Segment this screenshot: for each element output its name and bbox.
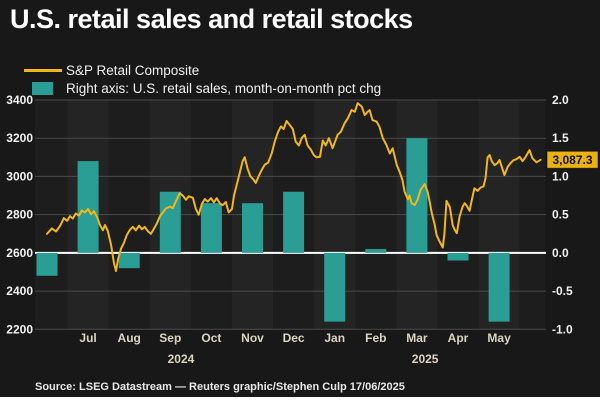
y-right-tick-label: 1.5 (552, 131, 569, 145)
y-left-tick-label: 2800 (6, 208, 33, 222)
y-left-tick-label: 3200 (6, 131, 33, 145)
y-left-tick-label: 2600 (6, 246, 33, 260)
x-month-label: Sep (159, 331, 181, 345)
x-month-label: Feb (365, 331, 386, 345)
legend-row-line: S&P Retail Composite (24, 61, 381, 79)
y-right-tick-label: 1.0 (552, 169, 569, 183)
y-left-tick-label: 3400 (6, 93, 33, 107)
y-right-tick-label: -0.5 (552, 284, 573, 298)
retail-sales-bar (77, 161, 99, 253)
x-month-label: Jan (324, 331, 345, 345)
legend: S&P Retail Composite Right axis: U.S. re… (24, 61, 381, 97)
retail-sales-bar (159, 191, 181, 253)
legend-bar-label: Right axis: U.S. retail sales, month-on-… (66, 80, 382, 96)
last-value-badge (546, 150, 599, 169)
source-credit: Source: LSEG Datastream — Reuters graphi… (35, 381, 405, 393)
retail-sales-bar (118, 252, 140, 269)
y-right-tick-label: 0.5 (552, 208, 569, 222)
retail-sales-bar (365, 249, 387, 253)
y-right-tick-label: -1.0 (552, 322, 573, 336)
x-month-label: Apr (448, 331, 469, 345)
x-month-label: Dec (283, 331, 305, 345)
bottom-border (0, 397, 600, 400)
line-series-swatch-icon (24, 68, 62, 72)
x-year-label: 2024 (168, 352, 195, 366)
x-month-label: Aug (118, 331, 141, 345)
y-left-tick-label: 2400 (6, 284, 33, 298)
y-right-tick-label: 0.0 (552, 246, 569, 260)
sp-retail-composite-line (46, 102, 542, 272)
legend-row-bar: Right axis: U.S. retail sales, month-on-… (24, 79, 381, 97)
retail-sales-bar (200, 203, 222, 253)
retail-sales-bar (406, 138, 428, 253)
last-value-label: 3,087.3 (552, 153, 592, 167)
retail-sales-bar (488, 252, 510, 322)
retail-sales-bar (242, 203, 263, 253)
x-month-label: Jul (79, 331, 96, 345)
x-year-label: 2025 (412, 352, 439, 366)
y-left-tick-label: 3000 (6, 169, 33, 183)
chart-title: U.S. retail sales and retail stocks (10, 4, 413, 34)
retail-sales-bar (36, 252, 58, 276)
y-left-tick-label: 2200 (6, 322, 33, 336)
retail-sales-bar (283, 191, 305, 253)
x-month-label: May (487, 331, 511, 345)
x-month-label: Nov (241, 331, 264, 345)
legend-bar-swatch-cell (24, 81, 66, 95)
x-month-label: Oct (201, 331, 221, 345)
legend-line-label: S&P Retail Composite (66, 62, 200, 78)
x-month-label: Mar (406, 331, 428, 345)
legend-line-swatch-cell (24, 68, 66, 72)
bar-series-swatch-icon (32, 81, 53, 95)
retail-sales-bar (324, 252, 346, 322)
retail-sales-bar (447, 252, 469, 261)
y-right-tick-label: 2.0 (552, 93, 569, 107)
